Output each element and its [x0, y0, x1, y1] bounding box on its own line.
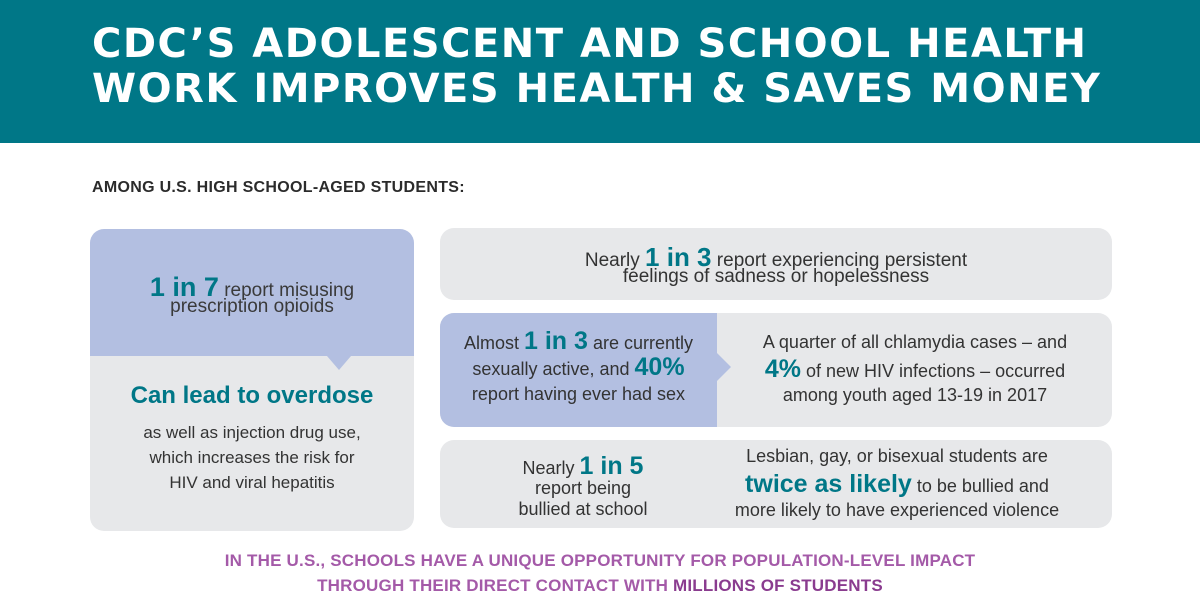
lgb-line2-post: to be bullied and	[911, 476, 1049, 496]
sexual-activity-line-1: Almost 1 in 3 are currently	[440, 327, 717, 356]
panel-arrow	[717, 353, 731, 381]
bullying-card: Nearly 1 in 5 report being bullied at sc…	[440, 440, 1112, 528]
overdose-body-line-3: HIV and viral hepatitis	[169, 473, 335, 492]
hiv-stat: 4%	[764, 355, 801, 383]
lgb-line-3: more likely to have experienced violence	[734, 500, 1060, 520]
page-title-line-1: CDC’S ADOLESCENT AND SCHOOL HEALTH	[92, 21, 1088, 67]
sexual-activity-line-2: sexually active, and 40%	[440, 353, 717, 382]
std-line2-post: of new HIV infections – occurred	[801, 361, 1066, 381]
sadness-pre: Nearly	[584, 250, 646, 271]
opioids-stat: 1 in 7	[149, 272, 219, 302]
bullying-stat: 1 in 5	[579, 452, 644, 480]
opioids-line2: prescription opioids	[170, 296, 334, 317]
callout-notch	[327, 356, 351, 370]
bullying-line-3: bullied at school	[518, 499, 648, 519]
opioids-line1: report misusing	[218, 280, 355, 301]
bullying-line-2: report being	[534, 478, 632, 498]
std-line-1: A quarter of all chlamydia cases – and	[762, 332, 1068, 352]
opioids-card-bottom: Can lead to overdose as well as injectio…	[90, 356, 414, 531]
footer-line-2: THROUGH THEIR DIRECT CONTACT WITH MILLIO…	[0, 576, 1200, 596]
sexual-activity-panel: Almost 1 in 3 are currently sexually act…	[440, 313, 717, 427]
footer-line2-strong: MILLIONS OF STUDENTS	[673, 576, 883, 595]
section-label: AMONG U.S. HIGH SCHOOL-AGED STUDENTS:	[92, 179, 465, 196]
page-title-line-2: WORK IMPROVES HEALTH & SAVES MONEY	[92, 66, 1102, 112]
sexual-activity-post: are currently	[587, 333, 693, 353]
overdose-heading: Can lead to overdose	[130, 382, 374, 409]
twice-as-likely-stat: twice as likely	[745, 470, 912, 498]
sexual-activity-pre: Almost	[464, 333, 525, 353]
opioids-card: 1 in 7 report misusing prescription opio…	[90, 229, 414, 531]
sadness-post: report experiencing persistent	[711, 250, 968, 271]
std-line-3: among youth aged 13-19 in 2017	[782, 385, 1048, 405]
overdose-body: as well as injection drug use, which inc…	[90, 420, 414, 495]
bullying-line-1: Nearly 1 in 5	[468, 452, 698, 481]
opioids-stat-line: 1 in 7 report misusing	[90, 272, 414, 303]
sadness-line-2: feelings of sadness or hopelessness	[622, 266, 930, 287]
overdose-body-line-2: which increases the risk for	[149, 448, 355, 467]
sexual-activity-line2-pre: sexually active, and	[472, 359, 635, 379]
header-banner: CDC’S ADOLESCENT AND SCHOOL HEALTH WORK …	[0, 0, 1200, 143]
sexual-activity-line-3: report having ever had sex	[471, 384, 686, 404]
std-line-2: 4% of new HIV infections – occurred	[735, 355, 1095, 384]
footer-line-1: IN THE U.S., SCHOOLS HAVE A UNIQUE OPPOR…	[224, 551, 976, 570]
sexual-activity-stat: 1 in 3	[524, 327, 588, 355]
lgb-line-2: twice as likely to be bullied and	[702, 470, 1092, 499]
sadness-card: Nearly 1 in 3 report experiencing persis…	[440, 228, 1112, 300]
footer-line2-pre: THROUGH THEIR DIRECT CONTACT WITH	[317, 576, 673, 595]
opioids-card-top: 1 in 7 report misusing prescription opio…	[90, 229, 414, 356]
bullying-pre: Nearly	[522, 458, 580, 478]
ever-had-sex-stat: 40%	[634, 353, 685, 381]
lgb-line-1: Lesbian, gay, or bisexual students are	[746, 446, 1048, 466]
sadness-stat: 1 in 3	[645, 242, 712, 272]
overdose-body-line-1: as well as injection drug use,	[143, 423, 361, 442]
sadness-line-1: Nearly 1 in 3 report experiencing persis…	[440, 242, 1112, 273]
sexual-health-card: Almost 1 in 3 are currently sexually act…	[440, 313, 1112, 427]
